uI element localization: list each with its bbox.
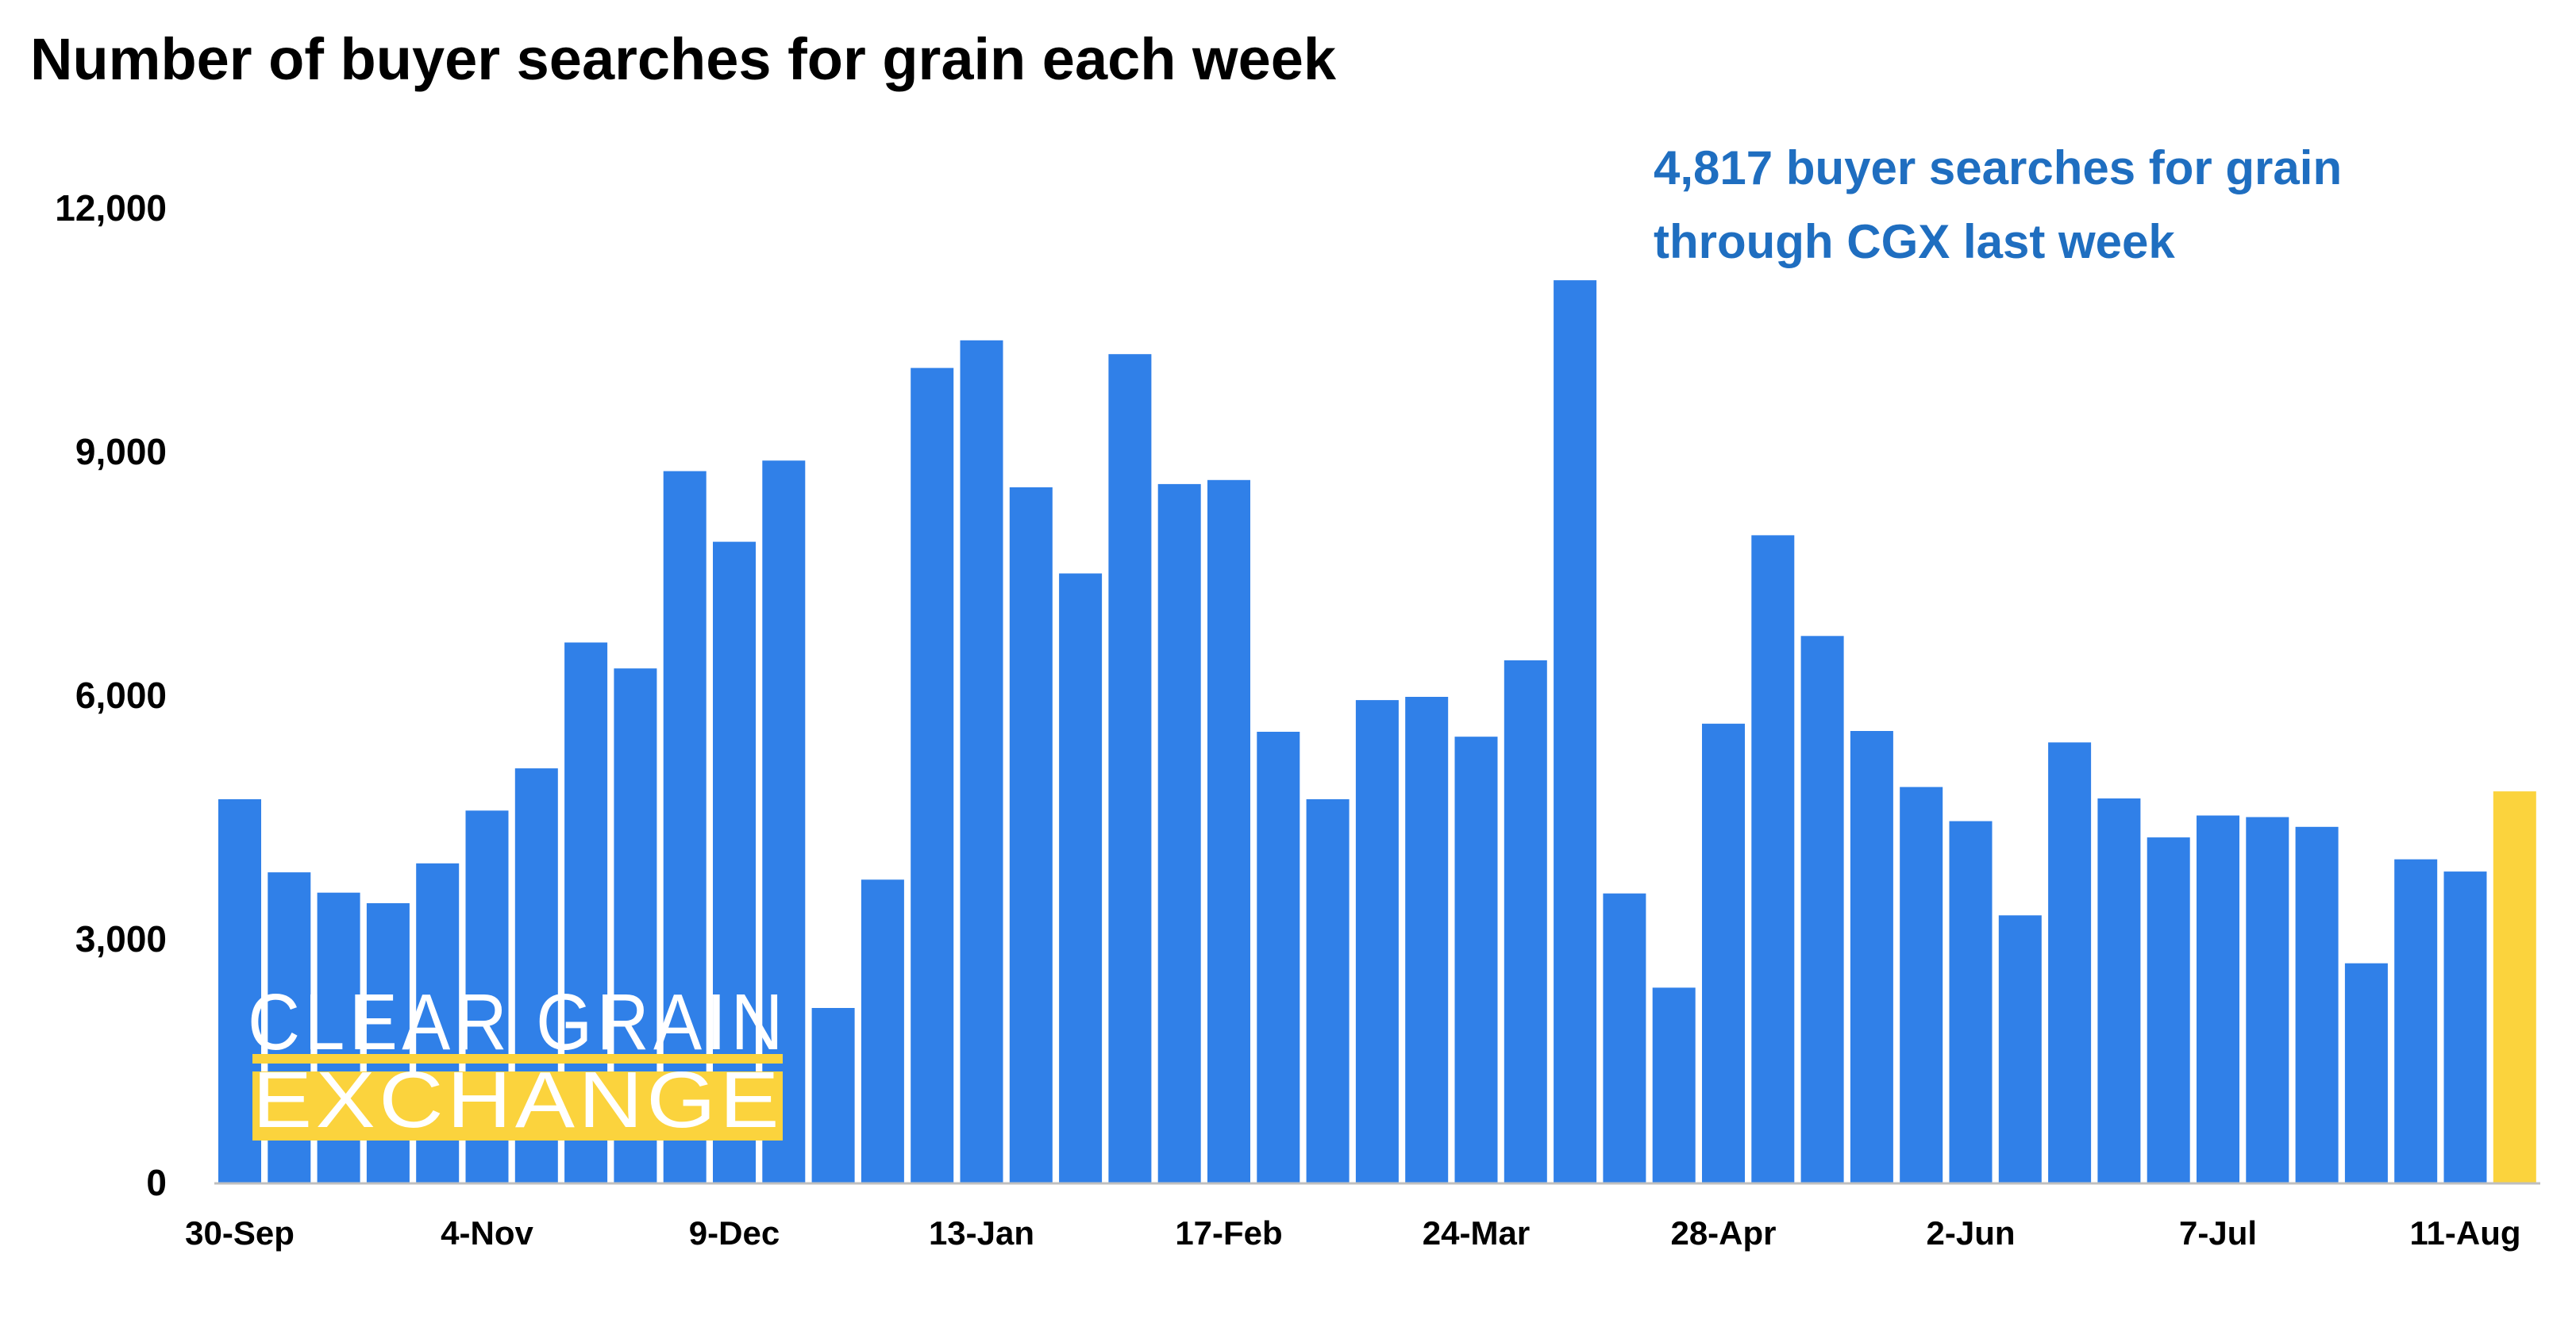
y-tick-label: 12,000 xyxy=(55,187,167,229)
bar xyxy=(1800,636,1844,1183)
bar xyxy=(1306,799,1350,1183)
bar xyxy=(2048,742,2092,1183)
bar xyxy=(1751,535,1795,1183)
bar xyxy=(2246,817,2289,1183)
x-tick-label: 9-Dec xyxy=(689,1214,780,1252)
x-tick-label: 30-Sep xyxy=(185,1214,295,1252)
x-tick-label: 17-Feb xyxy=(1175,1214,1282,1252)
x-tick-label: 4-Nov xyxy=(441,1214,533,1252)
bar xyxy=(2295,826,2339,1183)
bar xyxy=(1900,787,1943,1183)
bar xyxy=(1108,354,1152,1183)
bar xyxy=(811,1008,855,1183)
bar xyxy=(861,879,904,1183)
logo-accent-bar-top xyxy=(252,1054,783,1064)
x-axis: 30-Sep 4-Nov 9-Dec 13-Jan 17-Feb 24-Mar 28-Apr… xyxy=(185,1214,2520,1252)
x-tick-label: 24-Mar xyxy=(1423,1214,1530,1252)
x-tick-label: 2-Jun xyxy=(1926,1214,2015,1252)
y-tick-label: 6,000 xyxy=(75,675,167,716)
bar xyxy=(1949,821,1993,1183)
bar xyxy=(1405,697,1449,1183)
bar xyxy=(960,340,1003,1183)
bar xyxy=(911,367,954,1183)
logo-accent-bar-bottom xyxy=(252,1131,783,1141)
bar-latest-week xyxy=(2493,791,2536,1183)
y-tick-label: 9,000 xyxy=(75,431,167,472)
bar xyxy=(1702,723,1745,1183)
x-tick-label: 11-Aug xyxy=(2409,1214,2520,1252)
logo-text-line-2: EXCHANGE xyxy=(252,1056,783,1144)
chart-title: Number of buyer searches for grain each … xyxy=(30,26,1337,92)
y-tick-label: 3,000 xyxy=(75,918,167,960)
bar xyxy=(2097,798,2141,1183)
bar xyxy=(1652,987,1696,1183)
y-tick-label: 0 xyxy=(146,1162,167,1203)
y-axis: 0 3,000 6,000 9,000 12,000 xyxy=(55,187,167,1203)
x-tick-label: 7-Jul xyxy=(2179,1214,2257,1252)
bar xyxy=(1504,660,1547,1183)
bar xyxy=(1355,700,1399,1183)
bar xyxy=(1998,915,2042,1183)
bar xyxy=(2443,871,2487,1183)
annotation-line-2: through CGX last week xyxy=(1654,215,2175,268)
bar xyxy=(1059,573,1103,1183)
bar xyxy=(663,471,707,1183)
annotation-line-1: 4,817 buyer searches for grain xyxy=(1654,141,2342,194)
bar xyxy=(1454,737,1498,1183)
bar xyxy=(1850,731,1893,1183)
clear-grain-exchange-logo: CLEAR GRAIN EXCHANGE xyxy=(248,978,787,1144)
logo-accent-block xyxy=(252,1071,783,1131)
x-tick-label: 13-Jan xyxy=(929,1214,1034,1252)
logo-text-line-1: CLEAR GRAIN xyxy=(248,978,787,1067)
bar xyxy=(2344,963,2388,1183)
bar xyxy=(1157,483,1201,1183)
bar xyxy=(2197,815,2239,1183)
bar xyxy=(1009,487,1053,1183)
bar xyxy=(1207,479,1250,1183)
bar xyxy=(2147,837,2190,1183)
bar xyxy=(1603,893,1646,1183)
x-tick-label: 28-Apr xyxy=(1670,1214,1776,1252)
bar xyxy=(2394,859,2438,1183)
bar xyxy=(1554,280,1597,1183)
bar xyxy=(1257,732,1300,1183)
